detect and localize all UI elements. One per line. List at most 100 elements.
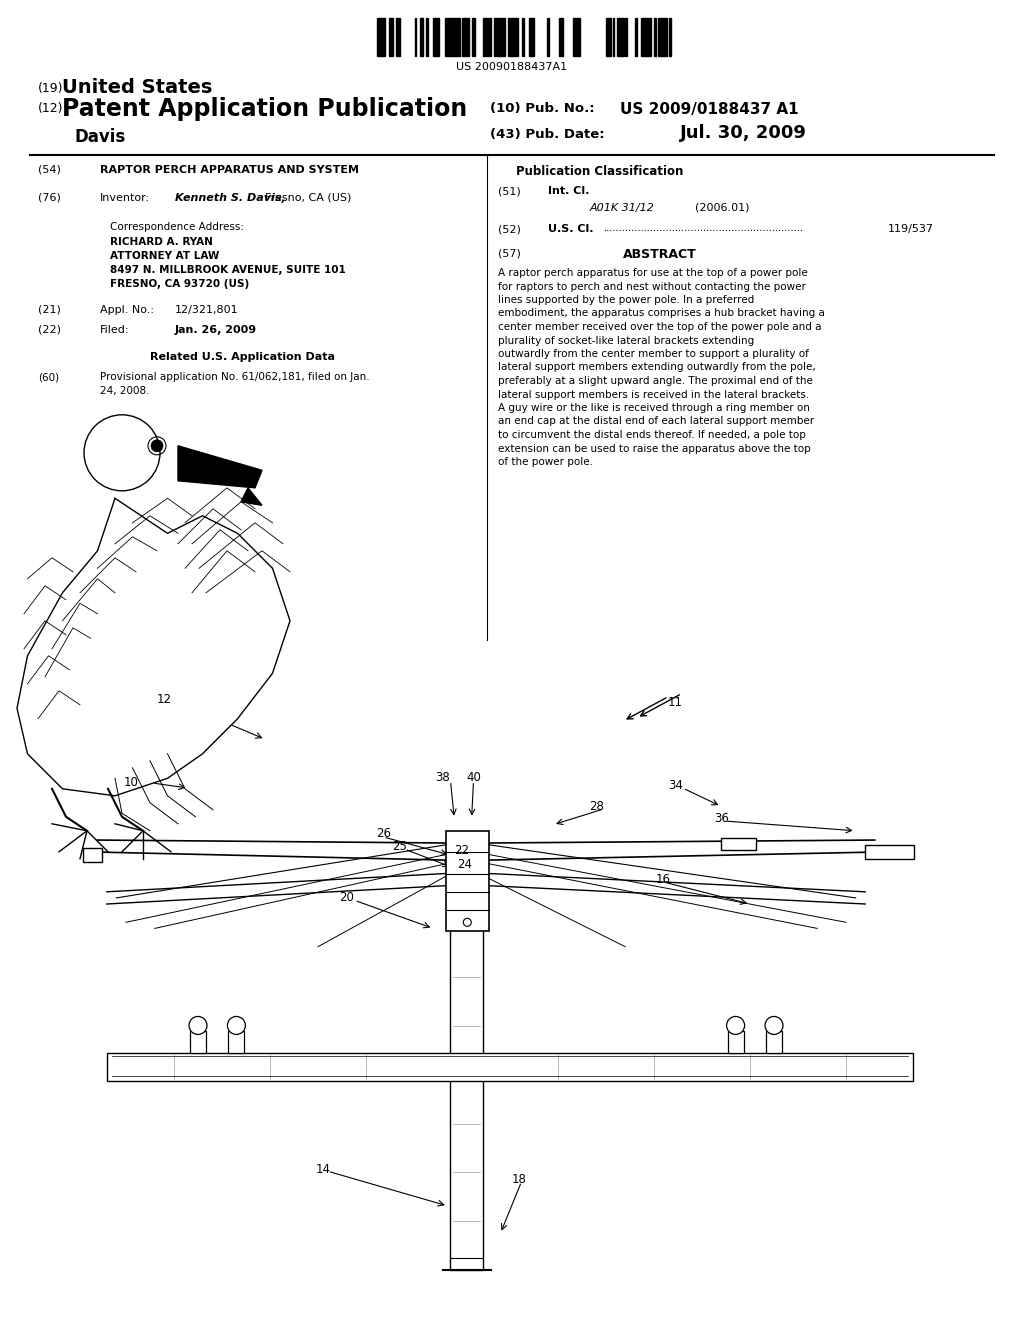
Text: embodiment, the apparatus comprises a hub bracket having a: embodiment, the apparatus comprises a hu…	[498, 309, 825, 318]
Circle shape	[227, 1016, 246, 1035]
Bar	[432, 18, 436, 55]
Text: 25: 25	[392, 840, 407, 853]
Text: A raptor perch apparatus for use at the top of a power pole: A raptor perch apparatus for use at the …	[498, 268, 808, 279]
Text: (60): (60)	[38, 372, 59, 381]
Text: Inventor:: Inventor:	[100, 193, 151, 203]
Text: Int. Cl.: Int. Cl.	[548, 186, 590, 195]
Text: lateral support members is received in the lateral brackets.: lateral support members is received in t…	[498, 389, 809, 400]
Text: (12): (12)	[38, 102, 63, 115]
Bar	[444, 18, 450, 55]
Text: to circumvent the distal ends thereof. If needed, a pole top: to circumvent the distal ends thereof. I…	[498, 430, 806, 440]
Text: lines supported by the power pole. In a preferred: lines supported by the power pole. In a …	[498, 294, 755, 305]
Bar	[547, 18, 549, 55]
Text: 12: 12	[157, 693, 172, 706]
Text: (76): (76)	[38, 193, 60, 203]
Text: 20: 20	[339, 891, 354, 904]
Text: (52): (52)	[498, 224, 521, 234]
Polygon shape	[17, 498, 290, 796]
Text: RAPTOR PERCH APPARATUS AND SYSTEM: RAPTOR PERCH APPARATUS AND SYSTEM	[100, 165, 359, 176]
Text: Related U.S. Application Data: Related U.S. Application Data	[150, 352, 335, 362]
Bar	[647, 18, 651, 55]
Text: for raptors to perch and nest without contacting the power: for raptors to perch and nest without co…	[498, 281, 806, 292]
Bar	[662, 18, 664, 55]
Bar	[558, 18, 562, 55]
Bar	[669, 18, 671, 55]
Bar	[190, 1031, 206, 1053]
Polygon shape	[178, 446, 262, 488]
Bar	[728, 1031, 743, 1053]
Bar	[641, 18, 645, 55]
Bar	[450, 18, 452, 55]
Bar	[653, 18, 655, 55]
Text: Provisional application No. 61/062,181, filed on Jan.: Provisional application No. 61/062,181, …	[100, 372, 370, 381]
Bar	[494, 18, 497, 55]
Bar	[455, 18, 458, 55]
Bar	[458, 18, 460, 55]
Text: (43) Pub. Date:: (43) Pub. Date:	[490, 128, 604, 141]
Bar	[721, 838, 756, 850]
Bar	[436, 18, 439, 55]
Text: 12/321,801: 12/321,801	[175, 305, 239, 315]
Bar	[381, 18, 383, 55]
Text: plurality of socket-like lateral brackets extending: plurality of socket-like lateral bracket…	[498, 335, 755, 346]
Bar	[622, 18, 624, 55]
Text: 40: 40	[466, 771, 481, 784]
Bar	[575, 18, 580, 55]
Text: lateral support members extending outwardly from the pole,: lateral support members extending outwar…	[498, 363, 816, 372]
Text: 16: 16	[656, 873, 671, 886]
Bar	[865, 845, 914, 859]
Text: 36: 36	[714, 812, 729, 825]
Text: 10: 10	[123, 776, 138, 788]
Text: an end cap at the distal end of each lateral support member: an end cap at the distal end of each lat…	[498, 417, 814, 426]
Bar	[389, 18, 393, 55]
Text: extension can be used to raise the apparatus above the top: extension can be used to raise the appar…	[498, 444, 811, 454]
Bar	[513, 18, 518, 55]
Text: 24, 2008.: 24, 2008.	[100, 385, 150, 396]
Text: (57): (57)	[498, 248, 521, 257]
Text: of the power pole.: of the power pole.	[498, 457, 593, 467]
Text: 38: 38	[435, 771, 451, 784]
Text: Patent Application Publication: Patent Application Publication	[62, 96, 467, 121]
Bar	[377, 18, 381, 55]
Polygon shape	[241, 488, 262, 506]
Text: 11: 11	[668, 696, 683, 709]
Bar	[452, 18, 455, 55]
Text: 119/537: 119/537	[888, 224, 934, 234]
Circle shape	[765, 1016, 783, 1035]
Text: ATTORNEY AT LAW: ATTORNEY AT LAW	[110, 251, 219, 261]
Text: 24: 24	[458, 858, 472, 871]
Bar	[426, 18, 427, 55]
Bar	[420, 18, 423, 55]
Text: A guy wire or the like is received through a ring member on: A guy wire or the like is received throu…	[498, 403, 810, 413]
Circle shape	[727, 1016, 744, 1035]
Bar	[483, 18, 487, 55]
Text: US 2009/0188437 A1: US 2009/0188437 A1	[620, 102, 799, 117]
Bar	[625, 18, 627, 55]
Text: Kenneth S. Davis,: Kenneth S. Davis,	[175, 193, 286, 203]
Bar	[531, 18, 534, 55]
Text: preferably at a slight upward angle. The proximal end of the: preferably at a slight upward angle. The…	[498, 376, 813, 385]
Text: (22): (22)	[38, 325, 61, 335]
Text: (10) Pub. No.:: (10) Pub. No.:	[490, 102, 595, 115]
Bar	[512, 18, 513, 55]
Text: Publication Classification: Publication Classification	[516, 165, 684, 178]
Bar	[766, 1031, 782, 1053]
Text: (54): (54)	[38, 165, 60, 176]
Bar	[445, 830, 488, 932]
Bar	[462, 18, 467, 55]
Bar	[508, 18, 512, 55]
Text: U.S. Cl.: U.S. Cl.	[548, 224, 594, 234]
Text: A01K 31/12: A01K 31/12	[590, 203, 655, 213]
Polygon shape	[488, 840, 874, 861]
Text: ................................................................: ........................................…	[603, 224, 803, 234]
Bar	[529, 18, 531, 55]
Text: center member received over the top of the power pole and a: center member received over the top of t…	[498, 322, 821, 333]
Text: 22: 22	[455, 843, 469, 857]
Text: Correspondence Address:: Correspondence Address:	[110, 222, 244, 232]
Bar	[471, 18, 474, 55]
Polygon shape	[97, 840, 445, 861]
Bar	[606, 18, 611, 55]
Text: Davis: Davis	[75, 128, 126, 147]
Bar	[659, 18, 662, 55]
Bar	[522, 18, 524, 55]
